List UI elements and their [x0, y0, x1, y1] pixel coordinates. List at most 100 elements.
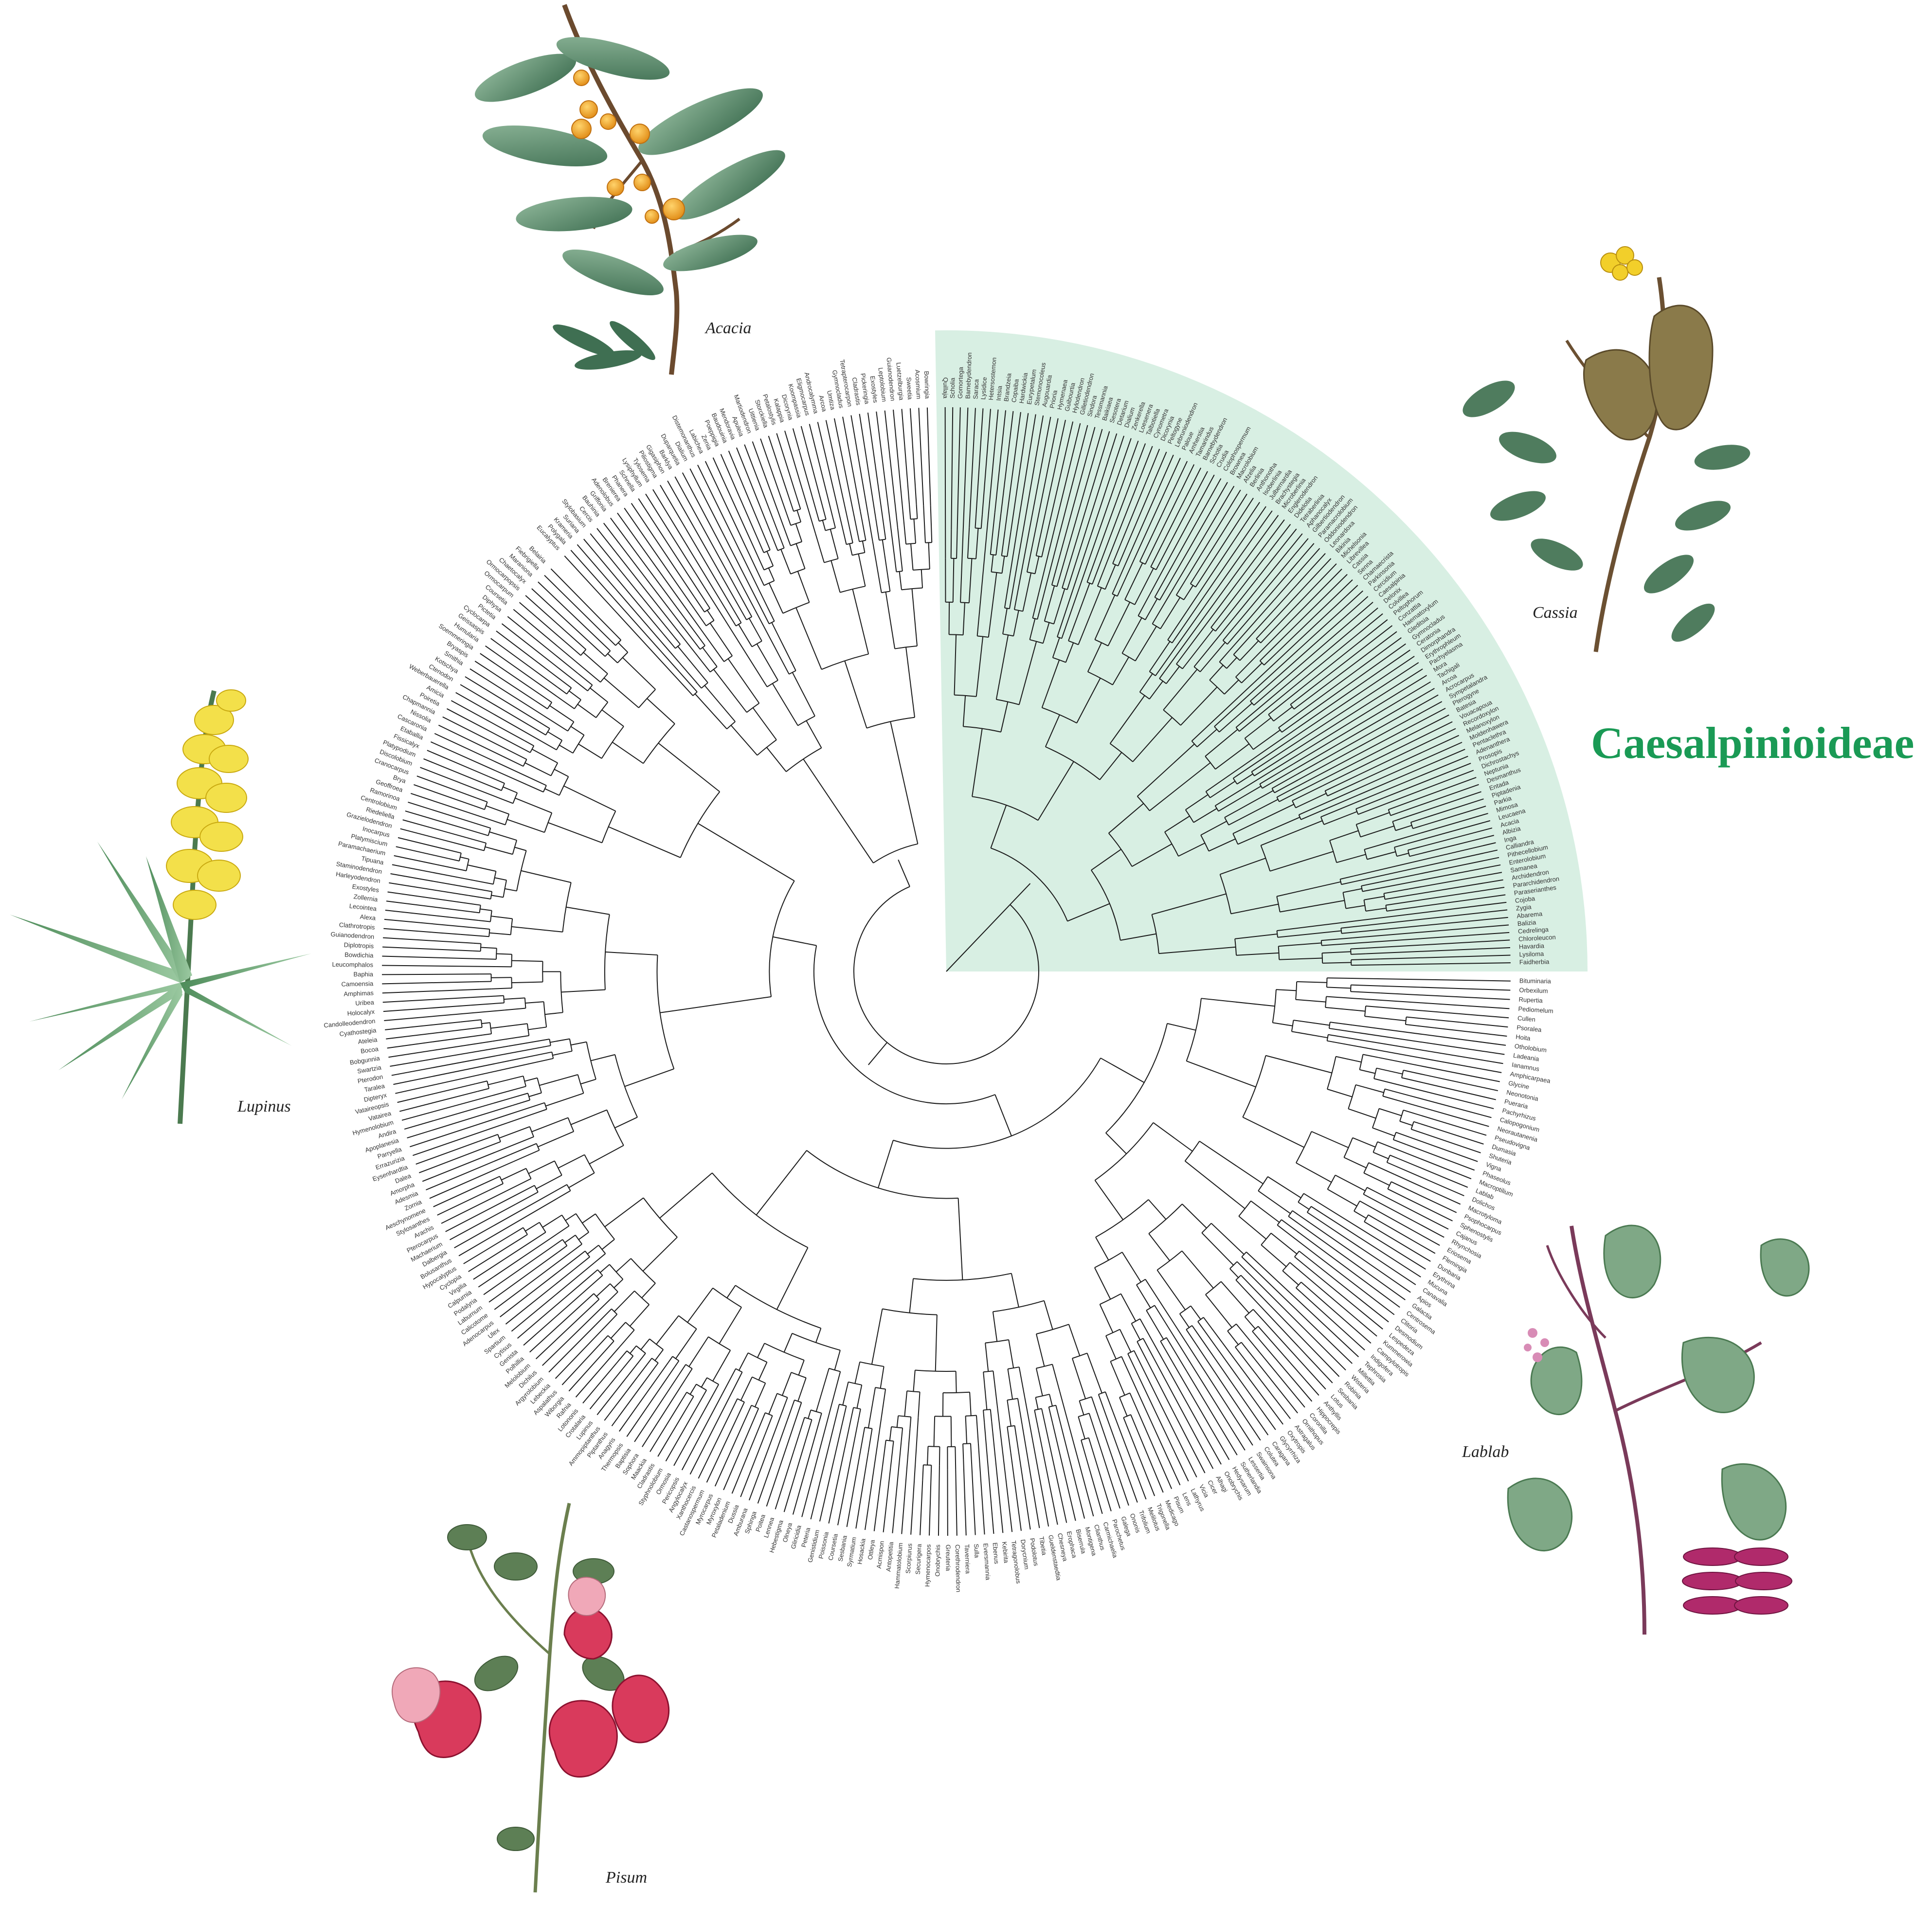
tree-branch — [1372, 1207, 1440, 1246]
tip-label: Clathrotropis — [339, 921, 375, 931]
tree-branch — [1119, 1397, 1128, 1417]
tree-branch — [637, 1358, 652, 1377]
tree-branch — [564, 556, 675, 677]
tree-branch — [592, 1299, 600, 1307]
tree-branch — [731, 1431, 758, 1494]
tree-branch — [624, 1068, 674, 1087]
tip-label: Eversmannia — [982, 1543, 992, 1581]
tree-branch — [430, 741, 527, 786]
tree-branch — [1096, 1435, 1120, 1509]
tree-arc — [511, 954, 513, 967]
tree-branch — [1197, 1321, 1217, 1348]
tree-branch — [795, 495, 801, 509]
tree-branch — [704, 685, 736, 722]
tree-branch — [410, 792, 483, 818]
tree-branch — [1373, 1078, 1400, 1086]
tree-branch — [873, 1467, 883, 1531]
tree-branch — [393, 1060, 510, 1085]
tree-branch — [1166, 666, 1180, 684]
tree-arc — [1160, 1337, 1167, 1342]
tree-branch — [603, 522, 685, 629]
tree-branch — [1024, 1397, 1049, 1527]
tree-branch — [1262, 768, 1297, 789]
tip-label: Exostyles — [869, 376, 880, 404]
tree-branch — [413, 1122, 507, 1156]
tree-branch — [1417, 887, 1505, 901]
tree-branch — [1268, 699, 1287, 715]
tree-branch — [1078, 1416, 1085, 1439]
tree-branch — [1424, 1082, 1496, 1100]
tree-branch — [1224, 790, 1274, 818]
tree-branch — [1049, 1394, 1053, 1406]
tree-branch — [694, 596, 705, 612]
tip-label: Cojoba — [1515, 895, 1535, 904]
tree-arc — [1296, 1281, 1302, 1289]
tree-branch — [521, 747, 531, 753]
tree-branch — [1108, 803, 1144, 834]
tree-branch — [694, 693, 727, 730]
tree-branch — [1245, 1270, 1346, 1371]
tree-branch — [1248, 656, 1415, 768]
tree-branch — [1072, 1358, 1086, 1399]
tree-branch — [970, 1443, 972, 1459]
tree-arc — [1292, 800, 1296, 808]
tree-branch — [1148, 1334, 1222, 1465]
tree-branch — [1073, 431, 1110, 550]
tree-branch — [1056, 553, 1067, 587]
tree-branch — [498, 797, 513, 804]
tree-branch — [1182, 1204, 1207, 1229]
tree-arc — [501, 783, 505, 791]
tree-branch — [386, 1029, 462, 1040]
tree-arc — [1364, 1006, 1367, 1017]
tree-branch — [542, 741, 557, 751]
tree-branch — [757, 1412, 766, 1432]
tree-branch — [1408, 872, 1502, 890]
tree-arc — [991, 847, 1068, 921]
tree-branch — [458, 1197, 559, 1257]
tip-label: Pediomelum — [1518, 1005, 1553, 1015]
tree-branch — [983, 1372, 988, 1410]
tree-branch — [928, 542, 930, 569]
tree-branch — [1166, 1337, 1188, 1372]
tree-branch — [656, 1315, 679, 1345]
tree-branch — [603, 677, 639, 708]
tree-branch — [503, 786, 518, 793]
tip-label: Intsia — [995, 385, 1004, 401]
tip-label: Onobrychis — [934, 1544, 941, 1576]
tree-arc — [1150, 566, 1156, 570]
tip-label: Bocoa — [360, 1045, 379, 1055]
tree-arc — [896, 571, 903, 573]
tree-branch — [438, 724, 503, 757]
tree-arc — [853, 1407, 861, 1410]
tree-branch — [740, 1377, 753, 1401]
tip-label: Gomortega — [957, 366, 965, 398]
tree-branch — [788, 497, 794, 512]
tree-branch — [975, 408, 984, 514]
tree-branch — [561, 989, 605, 993]
tree-branch — [1403, 1109, 1416, 1115]
tree-branch — [382, 955, 481, 959]
tip-label: Bituminaria — [1519, 977, 1552, 985]
tree-branch — [858, 1409, 861, 1421]
tree-branch — [1209, 665, 1224, 681]
tree-branch — [474, 661, 536, 701]
tree-branch — [470, 1002, 505, 1006]
tree-arc — [748, 1352, 767, 1363]
tree-branch — [1215, 779, 1258, 807]
tree-branch — [1205, 1294, 1232, 1328]
tree-arc — [601, 726, 624, 759]
tree-branch — [1409, 1095, 1492, 1118]
tree-branch — [442, 716, 507, 750]
tree-branch — [1221, 1281, 1250, 1313]
tree-branch — [654, 1349, 664, 1361]
tree-branch — [679, 671, 698, 692]
tree-branch — [504, 997, 525, 1000]
tree-branch — [392, 864, 465, 880]
tree-branch — [760, 438, 787, 514]
tree-branch — [997, 1408, 1013, 1532]
tree-branch — [427, 750, 489, 777]
tree-branch — [583, 652, 608, 674]
tree-branch — [1238, 543, 1315, 631]
tree-arc — [1222, 640, 1228, 645]
tree-branch — [479, 981, 491, 982]
